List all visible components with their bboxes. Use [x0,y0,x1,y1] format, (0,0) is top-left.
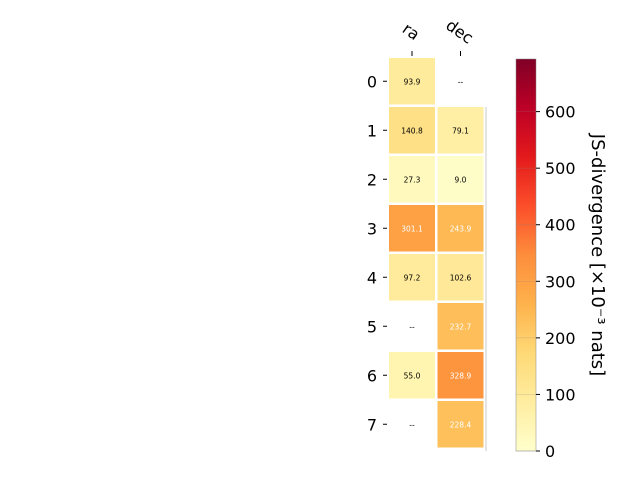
row-label: 1 [367,121,377,140]
heatmap-cell-7-dec [437,401,484,448]
cell-value-label: 232.7 [450,322,472,331]
heatmap-cell-6-dec [437,352,484,399]
column-label: dec [442,15,476,47]
row-label: 6 [367,366,377,385]
row-label: 0 [367,72,377,91]
row-labels: 0 1 2 3 4 5 6 7 [367,72,387,434]
heatmap-cells: 93.9 -- 140.8 79.1 27.3 9.0 301.1 243.9 97.2 102.… [389,58,487,451]
column-labels: ra dec [399,15,477,56]
cell-value-label: 140.8 [401,126,423,135]
heatmap-cell-6-ra [389,352,435,399]
cell-value-label: 55.0 [404,371,421,380]
heatmap-cell-3-ra [389,205,435,252]
row-label: 4 [367,268,377,287]
colorbar-tick-label: 600 [545,103,576,122]
column-label: ra [399,19,423,44]
heatmap-cell-1-dec [437,107,484,154]
colorbar-tick-label: 100 [545,385,576,404]
heatmap-cell-4-dec [437,254,484,301]
heatmap-cell-5-dec [437,303,484,350]
cell-value-label: 97.2 [404,273,421,282]
colorbar-label: JS-divergence [×10⁻³ nats] [587,133,608,376]
colorbar-ticks: 0 100 200 300 400 500 600 [516,103,576,461]
row-label: 2 [367,170,377,189]
heatmap-cell-2-dec [437,156,484,203]
row-label: 5 [367,317,377,336]
cell-value-label: -- [409,420,415,429]
heatmap-cell-3-dec [437,205,484,252]
colorbar [515,58,537,452]
heatmap-cell-0-ra [389,58,435,105]
colorbar-tick-label: 500 [545,159,576,178]
heatmap-cell-4-ra [389,254,435,301]
cell-value-label: 328.9 [450,371,472,380]
cell-value-label: 27.3 [404,175,421,184]
cell-value-label: -- [409,322,415,331]
cell-value-label: 79.1 [452,126,469,135]
heatmap-cell-1-ra [389,107,435,154]
heatmap-cell-2-ra [389,156,435,203]
row-label: 3 [367,219,377,238]
cell-value-label: 9.0 [455,175,467,184]
colorbar-tick-label: 400 [545,216,576,235]
colorbar-tick-label: 200 [545,329,576,348]
cell-value-label: 228.4 [450,420,472,429]
colorbar-gradient [515,58,537,452]
cell-value-label: -- [458,77,464,86]
row-label: 7 [367,415,377,434]
cell-value-label: 102.6 [450,273,472,282]
cell-value-label: 301.1 [401,224,423,233]
cell-value-label: 93.9 [404,77,421,86]
cell-value-label: 243.9 [450,224,472,233]
colorbar-tick-label: 0 [545,442,555,461]
colorbar-tick-label: 300 [545,272,576,291]
